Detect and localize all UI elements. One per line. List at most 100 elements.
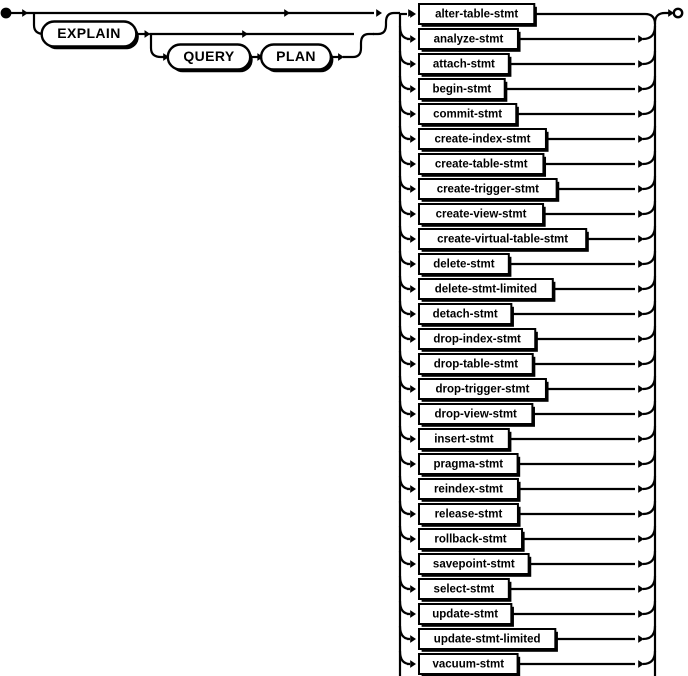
row-exit-arrow-icon xyxy=(638,410,644,418)
alternative-row: delete-stmt-limited xyxy=(398,275,657,302)
nonterminal-rollback-stmt: rollback-stmt xyxy=(418,528,525,552)
nonterminal-label: commit-stmt xyxy=(433,109,502,121)
row-entry-arrow-icon xyxy=(410,410,416,418)
nonterminal-label: create-view-stmt xyxy=(436,209,527,221)
alternative-row: drop-view-stmt xyxy=(398,400,657,427)
nonterminal-label: pragma-stmt xyxy=(433,459,503,471)
row-exit-arrow-icon xyxy=(638,560,644,568)
row-entry-arrow-icon xyxy=(410,585,416,593)
row-exit-arrow-icon xyxy=(638,210,644,218)
alternative-row: create-table-stmt xyxy=(398,150,657,177)
nonterminal-label: analyze-stmt xyxy=(434,34,504,46)
nonterminal-create-trigger-stmt: create-trigger-stmt xyxy=(418,178,560,202)
terminal-label: EXPLAIN xyxy=(57,25,120,41)
row-entry-arrow-icon xyxy=(410,110,416,118)
alternative-row: analyze-stmt xyxy=(398,25,657,52)
row-entry-arrow-icon xyxy=(410,385,416,393)
endpoint-markers-group xyxy=(0,7,684,24)
statement-alternatives-group: alter-table-stmt analyze-stmt attach-stmt b… xyxy=(398,3,657,676)
nonterminal-drop-trigger-stmt: drop-trigger-stmt xyxy=(418,378,549,402)
nonterminal-delete-stmt-limited: delete-stmt-limited xyxy=(418,278,556,302)
nonterminal-label: create-index-stmt xyxy=(435,134,531,146)
nonterminal-insert-stmt: insert-stmt xyxy=(418,428,512,452)
row-entry-arrow-icon xyxy=(410,435,416,443)
row-entry-arrow-icon xyxy=(410,310,416,318)
row-entry-arrow-icon xyxy=(410,635,416,643)
bypass-arrow-icon xyxy=(284,9,290,17)
alternative-row: pragma-stmt xyxy=(398,450,657,477)
terminal-label: PLAN xyxy=(276,48,316,64)
diagram-start-marker-icon xyxy=(0,7,12,19)
nonterminal-label: update-stmt-limited xyxy=(434,634,541,646)
alternative-row: select-stmt xyxy=(398,575,657,602)
row-entry-arrow-icon xyxy=(410,210,416,218)
row-exit-arrow-icon xyxy=(638,360,644,368)
row-exit-arrow-icon xyxy=(638,535,644,543)
row-exit-arrow-icon xyxy=(638,610,644,618)
alternative-row: drop-table-stmt xyxy=(398,350,657,377)
alternative-row: alter-table-stmt xyxy=(400,3,657,27)
row-exit-arrow-icon xyxy=(638,660,644,668)
diagram-end-marker-icon xyxy=(672,7,684,19)
row-entry-arrow-icon xyxy=(410,185,416,193)
nonterminal-label: attach-stmt xyxy=(433,59,495,71)
alternative-row: vacuum-stmt xyxy=(398,650,657,676)
terminal-token-query: QUERY xyxy=(166,43,253,73)
nonterminal-label: delete-stmt-limited xyxy=(435,284,537,296)
row-exit-arrow-icon xyxy=(638,460,644,468)
prefix-merge-arrow-icon xyxy=(376,9,382,17)
explain-exit-arrow-icon xyxy=(144,30,151,38)
row-exit-arrow-icon xyxy=(638,310,644,318)
terminal-token-plan: PLAN xyxy=(259,43,334,73)
alternative-row: drop-index-stmt xyxy=(398,325,657,352)
row-entry-arrow-icon xyxy=(410,135,416,143)
row-exit-arrow-icon xyxy=(638,435,644,443)
row-entry-arrow-icon xyxy=(410,285,416,293)
nonterminal-select-stmt: select-stmt xyxy=(418,578,512,602)
row-entry-arrow-icon xyxy=(410,235,416,243)
nonterminal-drop-table-stmt: drop-table-stmt xyxy=(418,353,536,377)
alternative-row: delete-stmt xyxy=(398,250,657,277)
plan-exit-arrow-icon xyxy=(338,53,344,61)
nonterminal-drop-view-stmt: drop-view-stmt xyxy=(418,403,535,427)
nonterminal-label: create-virtual-table-stmt xyxy=(437,234,568,246)
row-entry-arrow-icon xyxy=(410,610,416,618)
row-entry-arrow-icon xyxy=(410,460,416,468)
alternative-row: commit-stmt xyxy=(398,100,657,127)
query-entry-arrow-icon xyxy=(163,53,169,61)
nonterminal-delete-stmt: delete-stmt xyxy=(418,253,512,277)
nonterminal-begin-stmt: begin-stmt xyxy=(418,78,508,102)
row-exit-arrow-icon xyxy=(638,185,644,193)
nonterminal-vacuum-stmt: vacuum-stmt xyxy=(418,653,521,676)
row-exit-arrow-icon xyxy=(638,485,644,493)
row-exit-arrow-icon xyxy=(638,160,644,168)
nonterminal-attach-stmt: attach-stmt xyxy=(418,53,512,77)
alternative-row: create-index-stmt xyxy=(398,125,657,152)
nonterminal-create-view-stmt: create-view-stmt xyxy=(418,203,546,227)
row-entry-arrow-icon xyxy=(410,260,416,268)
nonterminal-label: vacuum-stmt xyxy=(433,659,505,671)
nonterminal-label: release-stmt xyxy=(435,509,503,521)
row-entry-arrow-icon xyxy=(410,160,416,168)
row-entry-arrow-icon xyxy=(410,510,416,518)
alternative-row: detach-stmt xyxy=(398,300,657,327)
alternative-row: create-virtual-table-stmt xyxy=(398,225,657,252)
row-entry-arrow-icon xyxy=(410,335,416,343)
nonterminal-create-table-stmt: create-table-stmt xyxy=(418,153,547,177)
nonterminal-analyze-stmt: analyze-stmt xyxy=(418,28,521,52)
row-entry-arrow-icon xyxy=(410,10,416,18)
nonterminal-pragma-stmt: pragma-stmt xyxy=(418,453,521,477)
nonterminal-update-stmt-limited: update-stmt-limited xyxy=(418,628,558,652)
alternative-row: update-stmt xyxy=(398,600,657,627)
row-entry-arrow-icon xyxy=(410,35,416,43)
nonterminal-commit-stmt: commit-stmt xyxy=(418,103,519,127)
nonterminal-label: drop-trigger-stmt xyxy=(436,384,530,396)
row-exit-arrow-icon xyxy=(638,135,644,143)
row-exit-arrow-icon xyxy=(638,335,644,343)
nonterminal-label: begin-stmt xyxy=(432,84,491,96)
row-exit-arrow-icon xyxy=(638,235,644,243)
row-exit-arrow-icon xyxy=(638,60,644,68)
nonterminal-label: delete-stmt xyxy=(433,259,495,271)
